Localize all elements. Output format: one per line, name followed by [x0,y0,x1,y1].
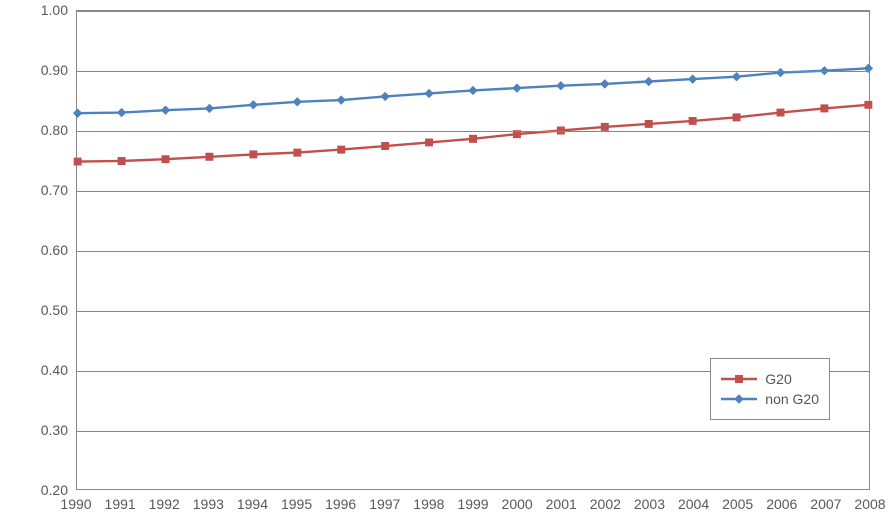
x-tick-label: 1992 [149,496,180,512]
x-tick-label: 2001 [546,496,577,512]
series-marker-g20 [250,151,257,158]
series-marker-g20 [118,157,125,164]
y-tick-label: 0.30 [28,422,68,438]
x-tick-label: 2004 [678,496,709,512]
x-tick-label: 2003 [634,496,665,512]
y-tick-label: 0.50 [28,302,68,318]
y-tick-label: 0.40 [28,362,68,378]
legend: G20 non G20 [710,358,830,420]
gridline [77,11,869,12]
gridline [77,71,869,72]
x-tick-label: 1999 [457,496,488,512]
series-marker-non-g20 [777,69,785,77]
x-tick-label: 1998 [413,496,444,512]
series-marker-non-g20 [381,92,389,100]
series-marker-non-g20 [293,98,301,106]
series-marker-non-g20 [557,82,565,90]
series-marker-g20 [865,101,872,108]
x-tick-label: 2000 [502,496,533,512]
series-marker-non-g20 [689,75,697,83]
y-tick-label: 1.00 [28,2,68,18]
series-marker-non-g20 [249,101,257,109]
series-marker-g20 [382,143,389,150]
series-marker-g20 [733,114,740,121]
series-marker-g20 [645,120,652,127]
gridline [77,131,869,132]
legend-swatch [721,372,757,386]
series-marker-g20 [601,123,608,130]
series-marker-non-g20 [513,84,521,92]
x-tick-label: 2005 [722,496,753,512]
series-marker-non-g20 [601,80,609,88]
series-marker-non-g20 [425,89,433,97]
series-marker-g20 [206,153,213,160]
chart-container: G20non G20 0.200.300.400.500.600.700.800… [0,0,888,522]
series-marker-non-g20 [645,78,653,86]
x-tick-label: 2006 [766,496,797,512]
x-tick-label: 1990 [60,496,91,512]
gridline [77,191,869,192]
gridline [77,311,869,312]
x-tick-label: 1995 [281,496,312,512]
legend-label: non G20 [765,391,819,407]
series-marker-g20 [294,149,301,156]
series-marker-g20 [426,139,433,146]
series-marker-non-g20 [118,109,126,117]
series-marker-g20 [821,105,828,112]
x-tick-label: 2008 [854,496,885,512]
series-marker-non-g20 [733,73,741,81]
series-line-g20 [78,105,869,162]
series-marker-g20 [777,109,784,116]
gridline [77,431,869,432]
x-tick-label: 2007 [810,496,841,512]
series-marker-g20 [470,135,477,142]
series-marker-non-g20 [162,106,170,114]
y-tick-label: 0.60 [28,242,68,258]
series-marker-non-g20 [469,86,477,94]
x-tick-label: 1991 [105,496,136,512]
legend-label: G20 [765,371,791,387]
legend-swatch [721,392,757,406]
y-tick-label: 0.70 [28,182,68,198]
x-tick-label: 1993 [193,496,224,512]
series-marker-non-g20 [337,96,345,104]
x-tick-label: 2002 [590,496,621,512]
series-marker-non-g20 [74,109,82,117]
series-marker-g20 [689,117,696,124]
gridline [77,251,869,252]
x-tick-label: 1996 [325,496,356,512]
x-tick-label: 1997 [369,496,400,512]
y-tick-label: 0.90 [28,62,68,78]
series-marker-g20 [338,146,345,153]
y-tick-label: 0.80 [28,122,68,138]
legend-item: G20 [721,371,819,387]
legend-item: non G20 [721,391,819,407]
x-tick-label: 1994 [237,496,268,512]
series-marker-g20 [74,158,81,165]
series-marker-g20 [162,156,169,163]
series-marker-non-g20 [205,104,213,112]
